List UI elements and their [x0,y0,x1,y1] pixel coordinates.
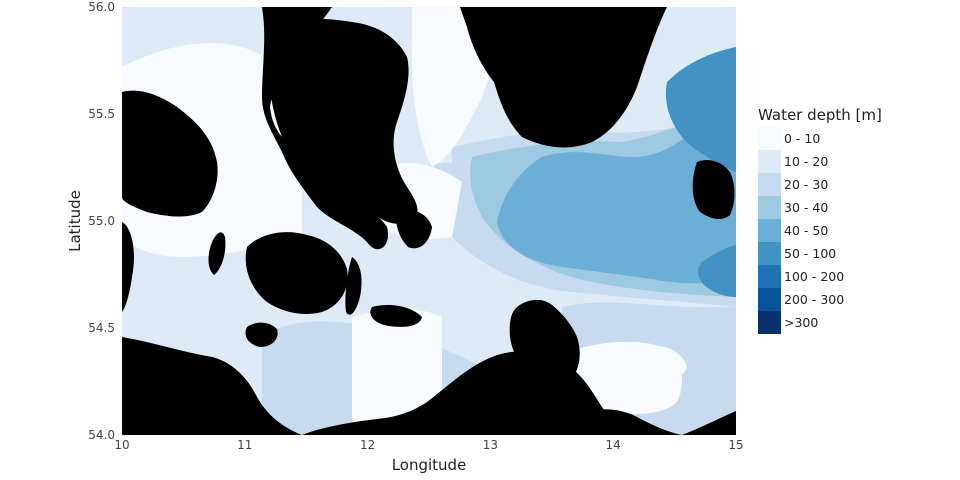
legend: Water depth [m] 0 - 10 10 - 20 20 - 30 30 -… [758,106,882,334]
shallow-zone-south-coast [352,309,442,435]
y-tick-label: 56.0 [88,0,115,14]
land-poland-coast [682,411,736,435]
x-tick-label: 15 [728,438,744,452]
land-langeland [345,257,362,315]
legend-label: 30 - 40 [784,200,829,215]
legend-label: 50 - 100 [784,246,837,261]
legend-swatch [758,288,781,311]
land-bornholm [692,160,735,219]
legend-label: 10 - 20 [784,154,829,169]
y-tick-label: 55.0 [88,214,115,228]
x-tick-label: 12 [359,438,376,452]
legend-item: 40 - 50 [758,219,882,242]
depth-zone-50-100-north [665,47,736,172]
map-plot-area [122,7,736,435]
legend-item: 200 - 300 [758,288,882,311]
land-lolland [370,305,422,327]
depth-zone-40-50 [497,87,736,284]
legend-swatch [758,219,781,242]
legend-swatch [758,242,781,265]
x-tick-label: 10 [114,438,130,452]
shallow-zone-bornholm-west [637,345,687,382]
legend-swatch [758,265,781,288]
land-zealand-main [269,18,418,224]
land-funen [245,232,348,314]
x-tick-label: 14 [605,438,621,452]
land-jutland-south [122,222,134,312]
land-als [208,232,226,275]
land-fehmarn [245,322,278,347]
legend-item: 0 - 10 [758,127,882,150]
legend-swatch [758,150,781,173]
legend-item: 100 - 200 [758,265,882,288]
y-tick-label: 55.5 [88,107,115,121]
depth-map [122,7,736,435]
legend-label: >300 [784,315,819,330]
legend-item: >300 [758,311,882,334]
legend-label: 200 - 300 [784,292,845,307]
x-tick-label: 11 [237,438,253,452]
legend-rows: 0 - 10 10 - 20 20 - 30 30 - 40 40 - 50 50 - 1… [758,127,882,334]
depth-zone-50-100-east [698,245,736,297]
land-usedom [587,409,682,435]
y-tick-label: 54.5 [88,321,115,335]
land-scania [460,7,667,148]
y-axis-title: Latitude [66,190,84,252]
legend-label: 40 - 50 [784,223,829,238]
legend-title: Water depth [m] [758,106,882,124]
legend-label: 100 - 200 [784,269,845,284]
legend-item: 30 - 40 [758,196,882,219]
legend-label: 0 - 10 [784,131,821,146]
legend-item: 20 - 30 [758,173,882,196]
legend-label: 20 - 30 [784,177,829,192]
x-tick-label: 13 [482,438,499,452]
legend-swatch [758,173,781,196]
land-falster [396,210,432,249]
land-jutland [122,90,218,217]
legend-swatch [758,127,781,150]
land-rugen [509,299,580,385]
y-tick-label: 54.0 [88,428,115,442]
legend-item: 10 - 20 [758,150,882,173]
x-axis-title: Longitude [391,456,467,474]
legend-item: 50 - 100 [758,242,882,265]
legend-swatch [758,311,781,334]
legend-swatch [758,196,781,219]
land-germany-coast [122,337,302,435]
